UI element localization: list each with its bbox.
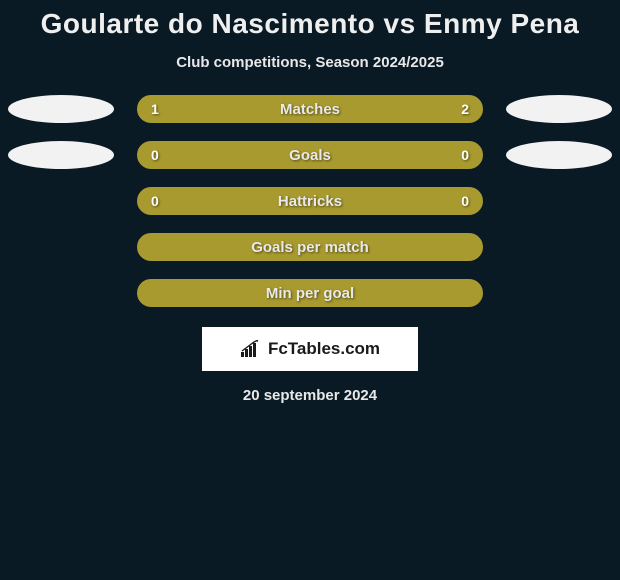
stat-row-min-per-goal: Min per goal <box>0 279 620 307</box>
stat-value-right: 2 <box>461 101 469 117</box>
stat-row-hattricks: 0 Hattricks 0 <box>0 187 620 215</box>
player1-badge <box>8 141 114 169</box>
stat-bar: 1 Matches 2 <box>137 95 483 123</box>
bar-chart-icon <box>240 340 262 358</box>
brand-box: FcTables.com <box>202 327 418 371</box>
stat-label: Goals <box>289 147 331 164</box>
stat-value-right: 0 <box>461 147 469 163</box>
player2-badge <box>506 141 612 169</box>
stat-label: Hattricks <box>278 193 342 210</box>
stat-value-right: 0 <box>461 193 469 209</box>
date-text: 20 september 2024 <box>0 387 620 404</box>
brand-text: FcTables.com <box>268 339 380 359</box>
stat-label: Goals per match <box>251 239 369 256</box>
stat-bar: Goals per match <box>137 233 483 261</box>
stat-bar: 0 Goals 0 <box>137 141 483 169</box>
stat-row-matches: 1 Matches 2 <box>0 95 620 123</box>
stat-row-goals: 0 Goals 0 <box>0 141 620 169</box>
stat-label: Matches <box>280 101 340 118</box>
stat-value-left: 0 <box>151 193 159 209</box>
stat-row-goals-per-match: Goals per match <box>0 233 620 261</box>
subtitle: Club competitions, Season 2024/2025 <box>0 54 620 71</box>
stat-value-left: 1 <box>151 101 159 117</box>
infographic-container: Goularte do Nascimento vs Enmy Pena Club… <box>0 0 620 580</box>
player2-badge <box>506 95 612 123</box>
stat-bar: Min per goal <box>137 279 483 307</box>
page-title: Goularte do Nascimento vs Enmy Pena <box>0 8 620 40</box>
stat-bar: 0 Hattricks 0 <box>137 187 483 215</box>
stat-rows: 1 Matches 2 0 Goals 0 0 Hattricks 0 <box>0 95 620 307</box>
stat-value-left: 0 <box>151 147 159 163</box>
stat-label: Min per goal <box>266 285 354 302</box>
player1-badge <box>8 95 114 123</box>
